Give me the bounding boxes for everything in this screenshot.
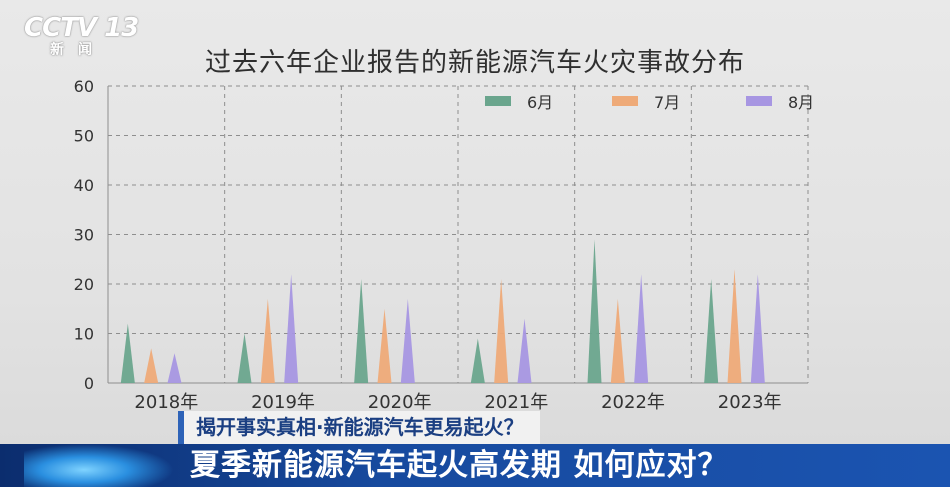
legend-label: 6月 — [527, 93, 553, 112]
y-tick-label: 10 — [74, 325, 94, 344]
legend-label: 7月 — [654, 93, 680, 112]
x-tick-label: 2018年 — [134, 392, 198, 413]
y-tick-labels: 0 10 20 30 40 50 60 — [74, 77, 94, 393]
x-tick-label: 2019年 — [251, 392, 315, 413]
bar-6月-2020年 — [354, 279, 369, 383]
y-tick-label: 50 — [74, 127, 94, 146]
bar-7月-2020年 — [377, 308, 392, 383]
chart-title: 过去六年企业报告的新能源汽车火灾事故分布 — [204, 48, 745, 78]
bar-6月-2022年 — [587, 239, 602, 383]
bar-8月-2023年 — [750, 274, 765, 383]
bar-8月-2018年 — [167, 353, 182, 383]
bar-7月-2021年 — [494, 279, 509, 383]
bar-8月-2021年 — [517, 318, 532, 383]
bar-8月-2022年 — [634, 274, 649, 383]
bar-8月-2020年 — [400, 298, 415, 383]
bar-8月-2019年 — [284, 274, 299, 383]
bar-6月-2021年 — [470, 338, 485, 383]
logo-sub-text: 新闻 — [50, 42, 106, 58]
caption-swirl-graphic — [24, 444, 174, 487]
bar-7月-2018年 — [144, 348, 159, 383]
bar-7月-2022年 — [610, 298, 625, 383]
y-tick-label: 0 — [84, 374, 94, 393]
x-tick-label: 2023年 — [718, 392, 782, 413]
legend-swatch — [485, 96, 511, 106]
x-tick-labels: 2018年 2019年 2020年 2021年 2022年 2023年 — [134, 392, 781, 413]
y-tick-label: 40 — [74, 176, 94, 195]
bar-6月-2023年 — [704, 279, 719, 383]
y-tick-label: 60 — [74, 77, 94, 96]
x-tick-label: 2021年 — [484, 392, 548, 413]
legend-label: 8月 — [788, 93, 814, 112]
x-tick-label: 2020年 — [368, 392, 432, 413]
legend-swatch — [746, 96, 772, 106]
legend-swatch — [612, 96, 638, 106]
bar-marks — [120, 239, 765, 383]
grid-lines — [107, 85, 809, 384]
x-tick-label: 2022年 — [601, 392, 665, 413]
bar-6月-2018年 — [120, 323, 135, 383]
cctv13-logo: CCTV 13 新闻 — [24, 13, 139, 58]
bar-7月-2023年 — [727, 269, 742, 383]
y-tick-label: 30 — [74, 226, 94, 245]
bar-6月-2019年 — [237, 333, 252, 383]
bar-7月-2019年 — [260, 298, 275, 383]
legend: 6月 7月 8月 — [485, 93, 814, 112]
y-tick-label: 20 — [74, 275, 94, 294]
caption-headline: 夏季新能源汽车起火高发期 如何应对？ — [190, 448, 729, 483]
logo-main-text: CCTV 13 — [24, 13, 139, 43]
caption-subtitle: 揭开事实真相·新能源汽车更易起火？ — [178, 411, 540, 444]
